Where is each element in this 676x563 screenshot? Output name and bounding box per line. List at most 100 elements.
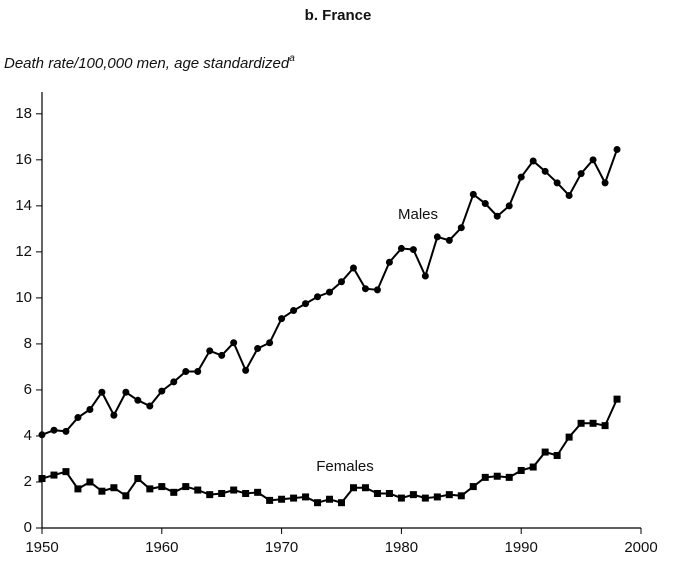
point — [50, 471, 58, 479]
point — [326, 288, 334, 296]
point — [433, 233, 441, 241]
y-tick-label: 14 — [15, 197, 32, 214]
point — [158, 483, 166, 491]
point — [613, 145, 621, 153]
point — [50, 426, 58, 434]
point — [74, 485, 82, 493]
point — [385, 258, 393, 266]
y-tick-label: 12 — [15, 243, 32, 260]
point — [62, 427, 70, 435]
point — [98, 388, 106, 396]
x-tick-label: 1990 — [505, 539, 538, 556]
point — [206, 347, 214, 355]
point — [242, 366, 250, 374]
point — [338, 499, 345, 507]
point — [481, 200, 489, 208]
y-tick-label: 0 — [24, 519, 32, 536]
point — [230, 339, 238, 347]
point — [541, 448, 549, 456]
point — [493, 472, 501, 480]
point — [38, 475, 46, 483]
x-tick-label: 1950 — [25, 539, 58, 556]
point — [86, 478, 94, 486]
point — [601, 179, 609, 187]
point — [134, 475, 142, 483]
point — [38, 431, 46, 439]
point — [433, 493, 441, 501]
chart-title: b. France — [305, 7, 372, 24]
point — [493, 212, 501, 220]
y-tick-label: 18 — [15, 105, 32, 122]
point — [457, 492, 465, 500]
point — [445, 491, 453, 499]
point — [601, 422, 609, 430]
series-label: Males — [398, 206, 438, 223]
point — [361, 285, 369, 293]
point — [589, 156, 597, 164]
point — [565, 191, 573, 199]
y-tick-label: 16 — [15, 151, 32, 168]
y-label-text: Death rate/100,000 men, age standardized — [4, 55, 290, 72]
point — [242, 489, 250, 497]
point — [577, 419, 585, 427]
point — [349, 264, 357, 272]
series-label: Females — [316, 458, 374, 475]
point — [397, 244, 405, 252]
point — [230, 486, 238, 494]
y-tick-label: 8 — [24, 335, 32, 352]
y-tick-label: 6 — [24, 381, 32, 398]
point — [146, 402, 154, 410]
point — [134, 396, 142, 404]
point — [218, 489, 226, 497]
point — [266, 339, 274, 347]
point — [302, 300, 310, 308]
point — [182, 483, 190, 491]
point — [338, 278, 345, 286]
point — [589, 419, 597, 427]
point — [517, 466, 525, 474]
point — [505, 473, 513, 481]
point — [278, 495, 286, 503]
point — [86, 405, 94, 413]
point — [529, 463, 537, 471]
x-tick-label: 1970 — [265, 539, 298, 556]
point — [98, 487, 106, 495]
point — [254, 345, 262, 353]
point — [326, 495, 334, 503]
point — [565, 433, 573, 441]
point — [613, 395, 621, 403]
y-tick-label: 10 — [15, 289, 32, 306]
point — [314, 293, 322, 301]
point — [409, 491, 417, 499]
point — [457, 224, 465, 232]
point — [146, 485, 154, 493]
point — [373, 286, 381, 294]
point — [541, 167, 549, 175]
point — [397, 494, 405, 502]
point — [194, 486, 202, 494]
y-label-note: a — [289, 53, 295, 64]
point — [290, 307, 298, 315]
point — [481, 473, 489, 481]
point — [505, 202, 513, 210]
x-tick-label: 1980 — [385, 539, 418, 556]
point — [290, 494, 298, 502]
point — [110, 484, 118, 492]
series-line — [41, 398, 618, 504]
point — [421, 494, 429, 502]
point — [158, 387, 166, 395]
point — [469, 483, 477, 491]
point — [110, 411, 118, 419]
x-tick-label: 1960 — [145, 539, 178, 556]
point — [170, 378, 178, 386]
point — [206, 491, 214, 499]
point — [194, 368, 202, 376]
point — [553, 452, 561, 460]
point — [349, 484, 357, 492]
point — [62, 468, 70, 476]
point — [553, 179, 561, 187]
point — [373, 489, 381, 497]
point — [122, 492, 130, 500]
